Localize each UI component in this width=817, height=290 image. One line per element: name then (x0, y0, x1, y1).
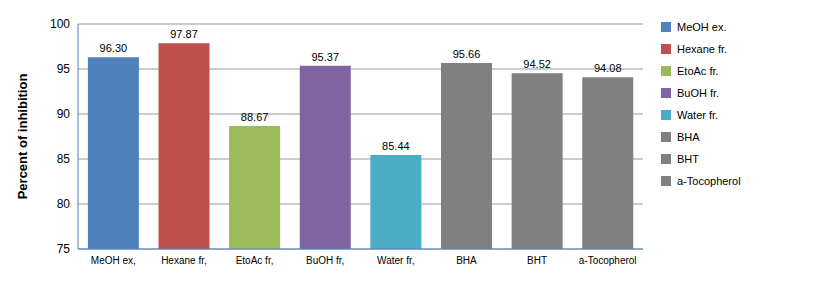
html-text:BHT: BHT (677, 153, 699, 165)
svg-text:MeOH ex,: MeOH ex, (91, 255, 136, 266)
html-text:Hexane fr.: Hexane fr. (677, 43, 728, 55)
html-text:EtoAc fr.: EtoAc fr. (677, 65, 719, 77)
svg-text:BHA: BHA (456, 255, 477, 266)
svg-text:95.66: 95.66 (453, 48, 481, 60)
html-text:a-Tocopherol: a-Tocopherol (677, 175, 741, 187)
svg-text:a-Tocopherol: a-Tocopherol (579, 255, 637, 266)
svg-text:94.52: 94.52 (523, 58, 551, 70)
svg-text:Hexane fr,: Hexane fr, (161, 255, 207, 266)
svg-text:97.87: 97.87 (170, 28, 198, 40)
svg-text:100: 100 (50, 17, 70, 31)
svg-text:80: 80 (57, 197, 71, 211)
svg-text:Percent of inhibition: Percent of inhibition (15, 74, 30, 200)
html-text:MeOH ex.: MeOH ex. (677, 21, 727, 33)
svg-text:BHT: BHT (527, 255, 547, 266)
svg-text:BuOH fr,: BuOH fr, (306, 255, 344, 266)
html-text:BHA: BHA (677, 131, 700, 143)
svg-text:Water fr,: Water fr, (377, 255, 414, 266)
svg-text:EtoAc fr,: EtoAc fr, (236, 255, 274, 266)
svg-text:85.44: 85.44 (382, 140, 410, 152)
svg-text:90: 90 (57, 107, 71, 121)
svg-text:75: 75 (57, 242, 71, 256)
svg-text:95: 95 (57, 62, 71, 76)
svg-text:95.37: 95.37 (311, 51, 339, 63)
svg-text:85: 85 (57, 152, 71, 166)
svg-text:94.08: 94.08 (594, 62, 622, 74)
svg-text:96.30: 96.30 (100, 42, 128, 54)
svg-text:88.67: 88.67 (241, 111, 269, 123)
html-text:BuOH fr.: BuOH fr. (677, 87, 720, 99)
html-text:Water fr.: Water fr. (677, 109, 719, 121)
